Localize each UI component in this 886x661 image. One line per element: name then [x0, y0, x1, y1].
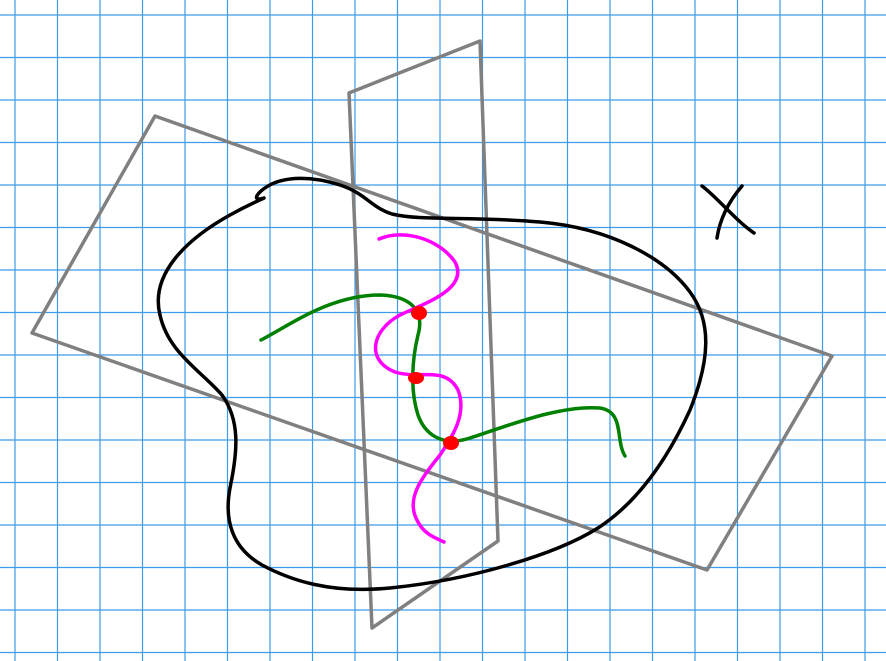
vertical-plane-outline	[347, 39, 500, 630]
intersection-points	[408, 306, 459, 450]
intersection-point-2	[408, 372, 424, 384]
intersection-point-3	[443, 436, 459, 450]
intersection-point-1	[411, 306, 427, 320]
tilted-plane-outline	[30, 114, 834, 572]
green-curve	[259, 293, 627, 458]
x-mark	[700, 184, 756, 240]
closed-blob-surface	[156, 176, 708, 592]
